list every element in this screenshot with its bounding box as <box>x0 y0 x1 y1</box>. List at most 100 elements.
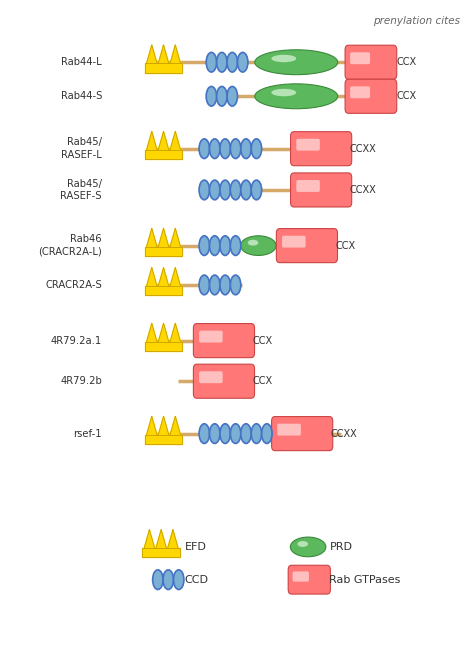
Ellipse shape <box>228 86 237 106</box>
Polygon shape <box>170 132 181 150</box>
Ellipse shape <box>252 180 261 200</box>
FancyBboxPatch shape <box>288 565 330 594</box>
Text: CCD: CCD <box>185 574 209 585</box>
Ellipse shape <box>247 240 258 246</box>
Ellipse shape <box>271 89 296 96</box>
Polygon shape <box>145 247 182 256</box>
Polygon shape <box>156 530 166 548</box>
Ellipse shape <box>217 52 227 72</box>
Text: Rab44-S: Rab44-S <box>61 91 102 102</box>
Polygon shape <box>145 286 182 295</box>
Ellipse shape <box>210 139 219 159</box>
Text: CRACR2A-S: CRACR2A-S <box>45 280 102 290</box>
FancyBboxPatch shape <box>291 173 352 207</box>
Polygon shape <box>146 268 157 286</box>
Text: Rab45/
RASEF-L: Rab45/ RASEF-L <box>61 138 102 160</box>
Ellipse shape <box>153 570 163 590</box>
Ellipse shape <box>200 275 209 295</box>
Polygon shape <box>158 132 169 150</box>
Ellipse shape <box>200 424 209 443</box>
FancyBboxPatch shape <box>350 86 370 98</box>
Text: prenylation cites: prenylation cites <box>373 16 460 26</box>
Ellipse shape <box>252 424 261 443</box>
FancyBboxPatch shape <box>193 364 255 398</box>
Polygon shape <box>158 324 169 342</box>
Ellipse shape <box>255 50 337 75</box>
Polygon shape <box>145 342 182 351</box>
Ellipse shape <box>200 236 209 255</box>
Polygon shape <box>170 45 181 64</box>
Polygon shape <box>142 548 180 557</box>
Text: EFD: EFD <box>185 542 207 552</box>
Ellipse shape <box>298 541 308 547</box>
FancyBboxPatch shape <box>272 417 333 451</box>
FancyBboxPatch shape <box>296 180 320 192</box>
Ellipse shape <box>210 180 219 200</box>
FancyBboxPatch shape <box>350 52 370 64</box>
Text: CCX: CCX <box>335 240 355 251</box>
Text: 4R79.2a.1: 4R79.2a.1 <box>51 335 102 346</box>
FancyBboxPatch shape <box>345 45 397 79</box>
Ellipse shape <box>210 424 219 443</box>
Ellipse shape <box>262 424 272 443</box>
Ellipse shape <box>228 52 237 72</box>
FancyBboxPatch shape <box>277 424 301 436</box>
Ellipse shape <box>231 139 240 159</box>
Ellipse shape <box>217 86 227 106</box>
Polygon shape <box>158 268 169 286</box>
Text: CCXX: CCXX <box>349 143 376 154</box>
Ellipse shape <box>220 424 230 443</box>
Ellipse shape <box>231 180 240 200</box>
Text: CCX: CCX <box>396 91 416 102</box>
Polygon shape <box>170 268 181 286</box>
Ellipse shape <box>220 180 230 200</box>
Polygon shape <box>158 45 169 64</box>
Text: rsef-1: rsef-1 <box>73 428 102 439</box>
Ellipse shape <box>241 180 251 200</box>
Polygon shape <box>158 417 169 435</box>
Polygon shape <box>146 229 157 247</box>
Text: Rab45/
RASEF-S: Rab45/ RASEF-S <box>60 179 102 201</box>
Ellipse shape <box>210 275 219 295</box>
Ellipse shape <box>241 139 251 159</box>
Text: PRD: PRD <box>329 542 353 552</box>
FancyBboxPatch shape <box>291 132 352 166</box>
FancyBboxPatch shape <box>276 229 337 263</box>
Ellipse shape <box>207 52 216 72</box>
Ellipse shape <box>207 86 216 106</box>
Ellipse shape <box>271 55 296 62</box>
Ellipse shape <box>210 236 219 255</box>
Ellipse shape <box>241 236 276 255</box>
Polygon shape <box>145 150 182 159</box>
Ellipse shape <box>164 570 173 590</box>
Polygon shape <box>170 324 181 342</box>
FancyBboxPatch shape <box>199 331 223 343</box>
Polygon shape <box>170 417 181 435</box>
Ellipse shape <box>220 236 230 255</box>
Polygon shape <box>144 530 155 548</box>
Text: Rab44-L: Rab44-L <box>61 57 102 67</box>
Text: CCXX: CCXX <box>330 428 357 439</box>
Polygon shape <box>145 435 182 444</box>
Ellipse shape <box>241 424 251 443</box>
FancyBboxPatch shape <box>199 371 223 383</box>
FancyBboxPatch shape <box>282 236 306 248</box>
Ellipse shape <box>231 275 240 295</box>
Text: Rab46
(CRACR2A-L): Rab46 (CRACR2A-L) <box>38 234 102 257</box>
Polygon shape <box>145 64 182 73</box>
Polygon shape <box>146 324 157 342</box>
Ellipse shape <box>200 180 209 200</box>
Text: CCX: CCX <box>252 376 272 386</box>
Text: Rab GTPases: Rab GTPases <box>329 574 401 585</box>
Text: CCXX: CCXX <box>349 185 376 195</box>
Text: CCX: CCX <box>252 335 272 346</box>
Ellipse shape <box>220 275 230 295</box>
FancyBboxPatch shape <box>292 571 309 582</box>
Text: CCX: CCX <box>396 57 416 67</box>
Polygon shape <box>168 530 178 548</box>
FancyBboxPatch shape <box>345 79 397 113</box>
Ellipse shape <box>220 139 230 159</box>
Text: 4R79.2b: 4R79.2b <box>60 376 102 386</box>
FancyBboxPatch shape <box>193 324 255 358</box>
Polygon shape <box>170 229 181 247</box>
